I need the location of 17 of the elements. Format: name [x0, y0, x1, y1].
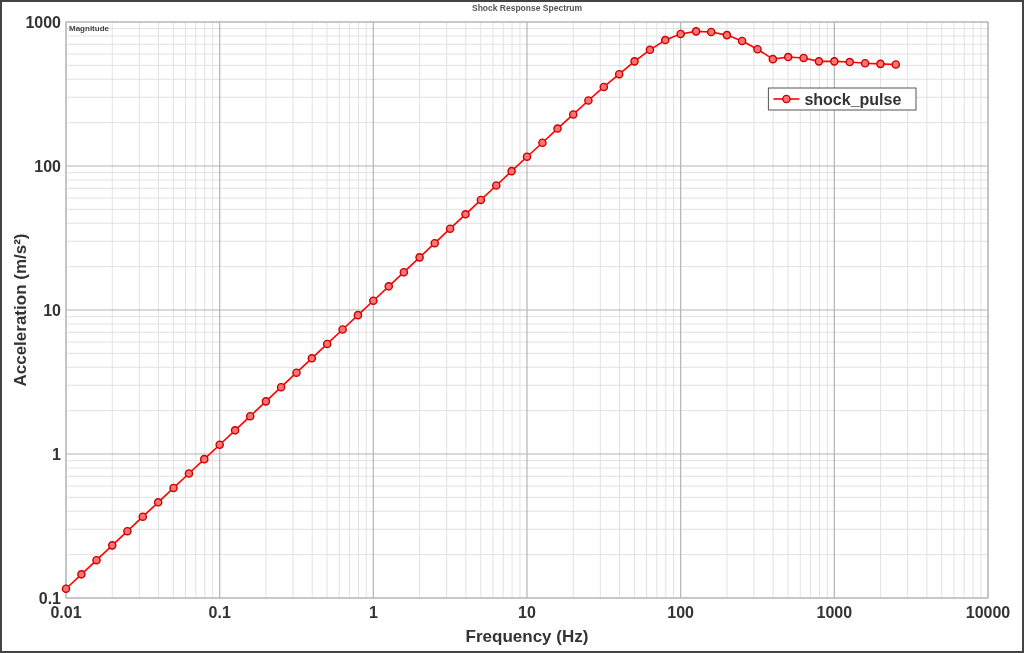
y-tick-label: 1: [52, 445, 62, 463]
y-tick-label: 0.1: [38, 589, 62, 607]
x-tick-label: 1000: [816, 604, 853, 621]
x-tick-label: 10: [518, 604, 536, 621]
x-tick-label: 100: [667, 604, 695, 621]
x-axis-title: Frequency (Hz): [465, 627, 589, 646]
x-tick-label: 0.1: [208, 604, 231, 621]
y-axis-title: Acceleration (m/s²): [10, 233, 30, 387]
chart-title: Shock Response Spectrum: [471, 3, 583, 13]
x-tick-label: 1: [368, 604, 378, 621]
legend-label: shock_pulse: [804, 90, 902, 108]
x-tick-label: 10000: [965, 604, 1011, 621]
y-tick-label: 1000: [25, 13, 62, 31]
y-tick-label: 10: [43, 301, 62, 319]
y-tick-label: 100: [34, 157, 62, 175]
x-tick-label: 0.01: [50, 604, 82, 621]
annotation: Magnitude: [69, 24, 110, 33]
